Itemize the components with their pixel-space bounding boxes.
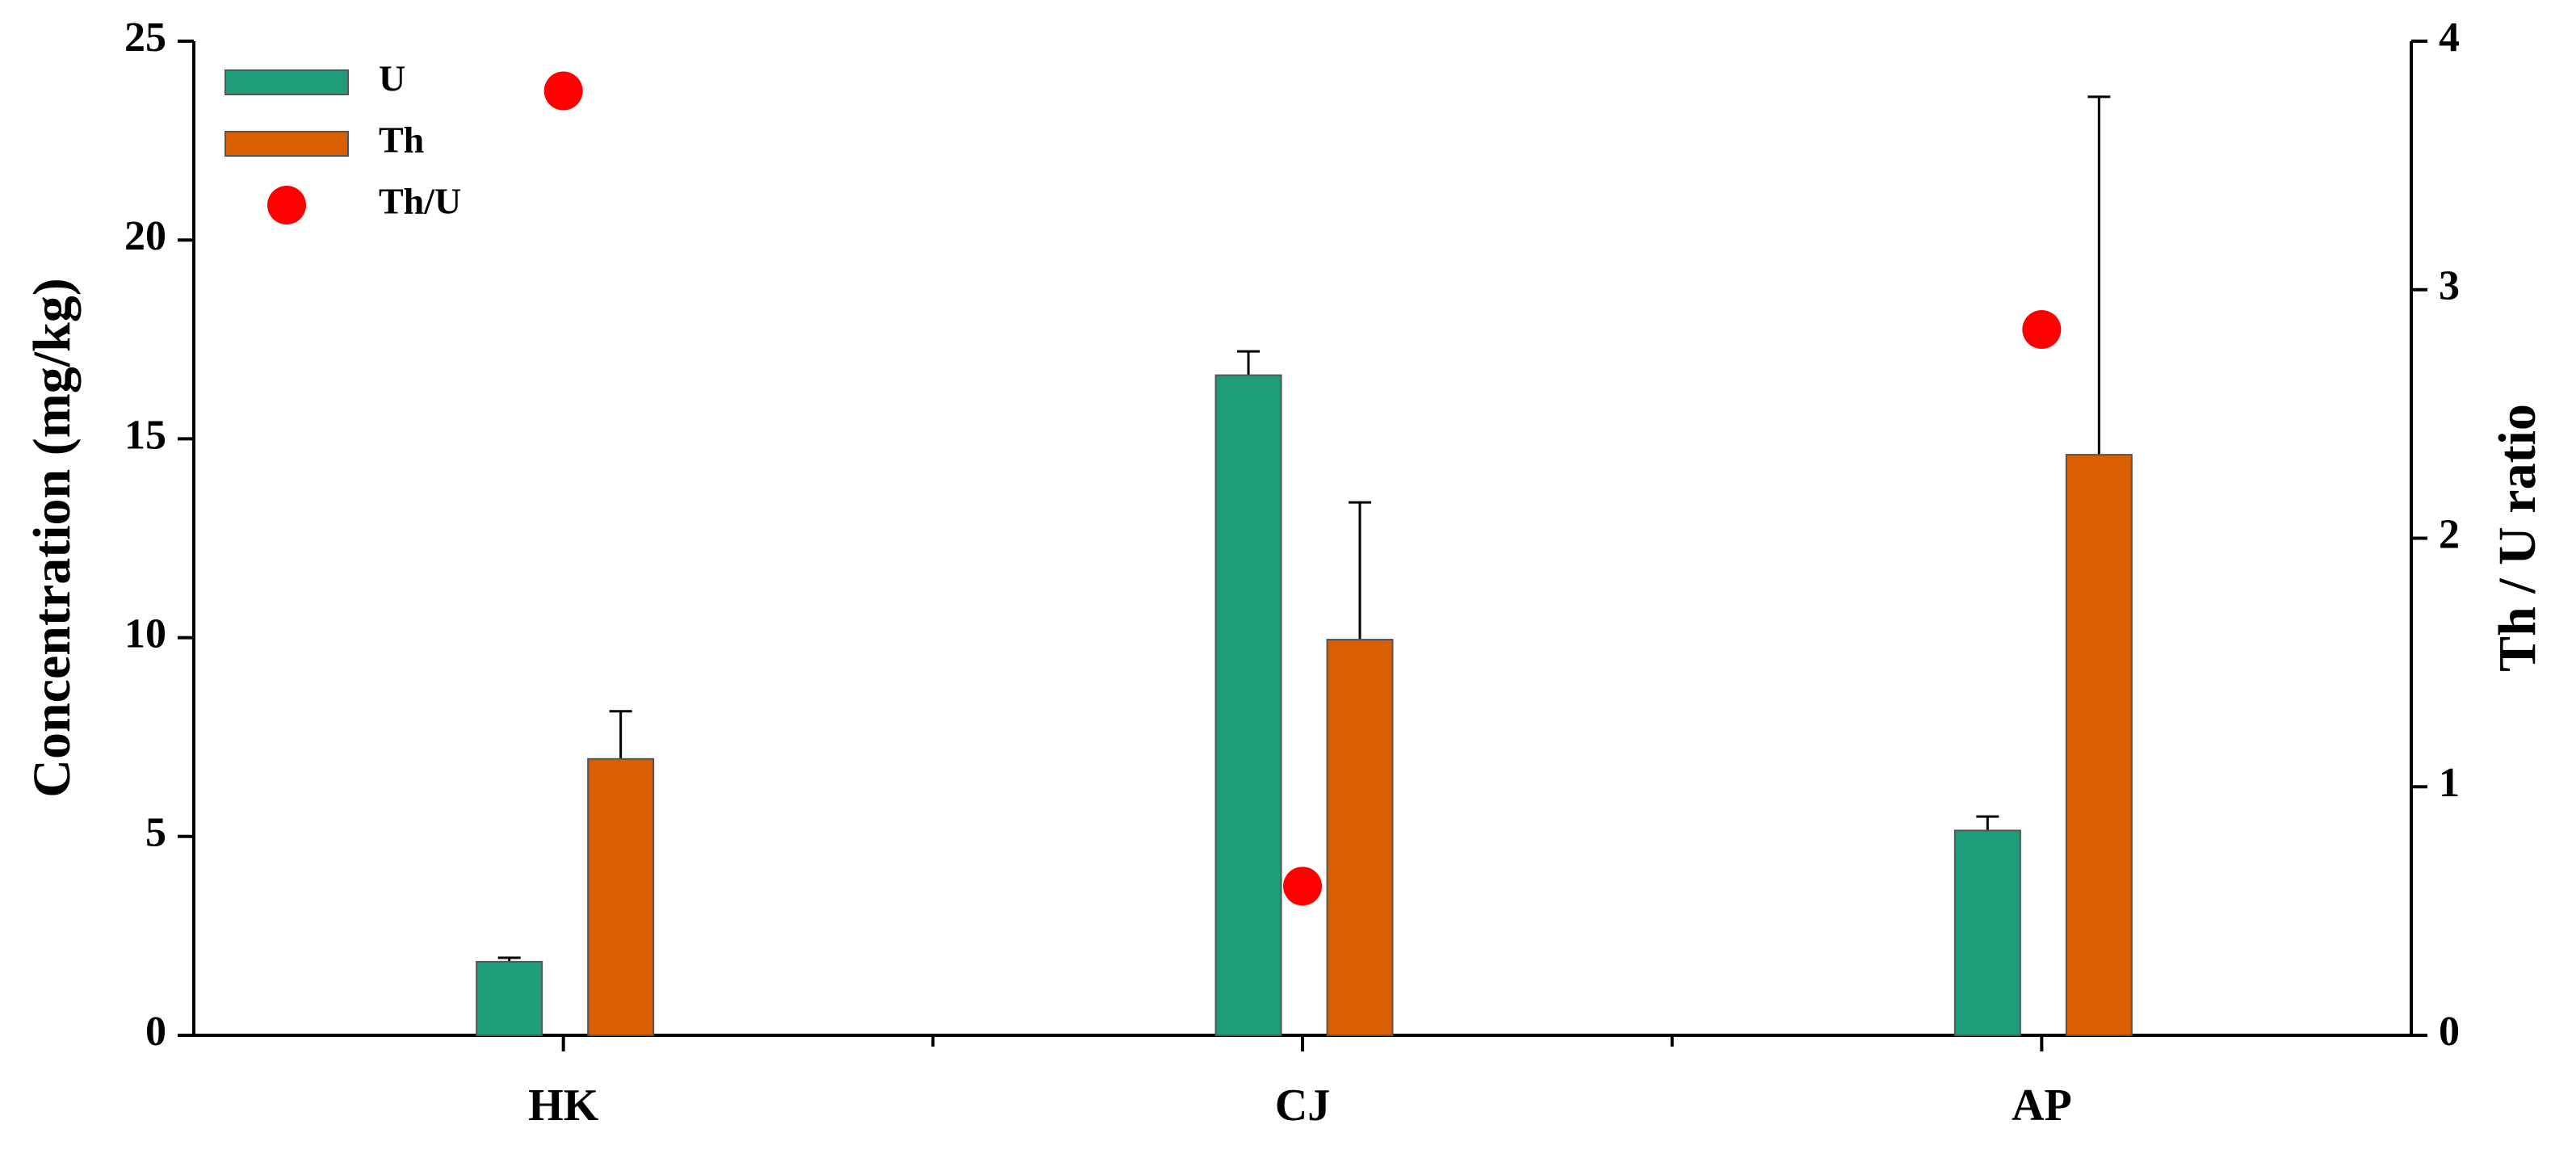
x-tick-label: AP (2012, 1081, 2072, 1131)
legend-label: Th (379, 120, 424, 161)
error-bar (1349, 501, 1371, 640)
error-bar (609, 710, 632, 759)
legend-label: U (379, 58, 405, 99)
bar (1326, 639, 1394, 1036)
bar (587, 757, 655, 1036)
y2-tick-label: 2 (2439, 511, 2460, 557)
y-tick-label: 25 (124, 15, 166, 61)
y-tick-label: 10 (124, 611, 166, 657)
y2-axis-label: Th / U ratio (2488, 404, 2547, 672)
bar (476, 960, 543, 1037)
legend-swatch (224, 131, 349, 157)
y2-tick-label: 3 (2439, 263, 2460, 309)
point (1283, 867, 1322, 906)
point (2022, 309, 2062, 349)
y-tick-label: 20 (124, 213, 166, 259)
bar (1953, 829, 2021, 1036)
error-bar (2087, 95, 2111, 455)
x-tick-label: HK (528, 1081, 599, 1131)
y2-tick-label: 4 (2439, 15, 2460, 61)
x-tick-label: CJ (1275, 1081, 1330, 1131)
legend-label: Th/U (379, 181, 461, 222)
y2-tick-label: 0 (2439, 1009, 2460, 1055)
point (543, 71, 583, 111)
legend-marker (267, 186, 306, 225)
error-bar (1976, 815, 1999, 831)
bar (2065, 454, 2133, 1036)
bar (1215, 374, 1282, 1036)
y2-tick-label: 1 (2439, 760, 2460, 806)
y-tick-label: 0 (145, 1009, 166, 1055)
legend-swatch (224, 69, 349, 95)
error-bar (1237, 350, 1260, 376)
y-tick-label: 15 (124, 412, 166, 458)
y-tick-label: 5 (145, 810, 166, 856)
y-axis-label: Concentration (mg/kg) (23, 278, 82, 797)
